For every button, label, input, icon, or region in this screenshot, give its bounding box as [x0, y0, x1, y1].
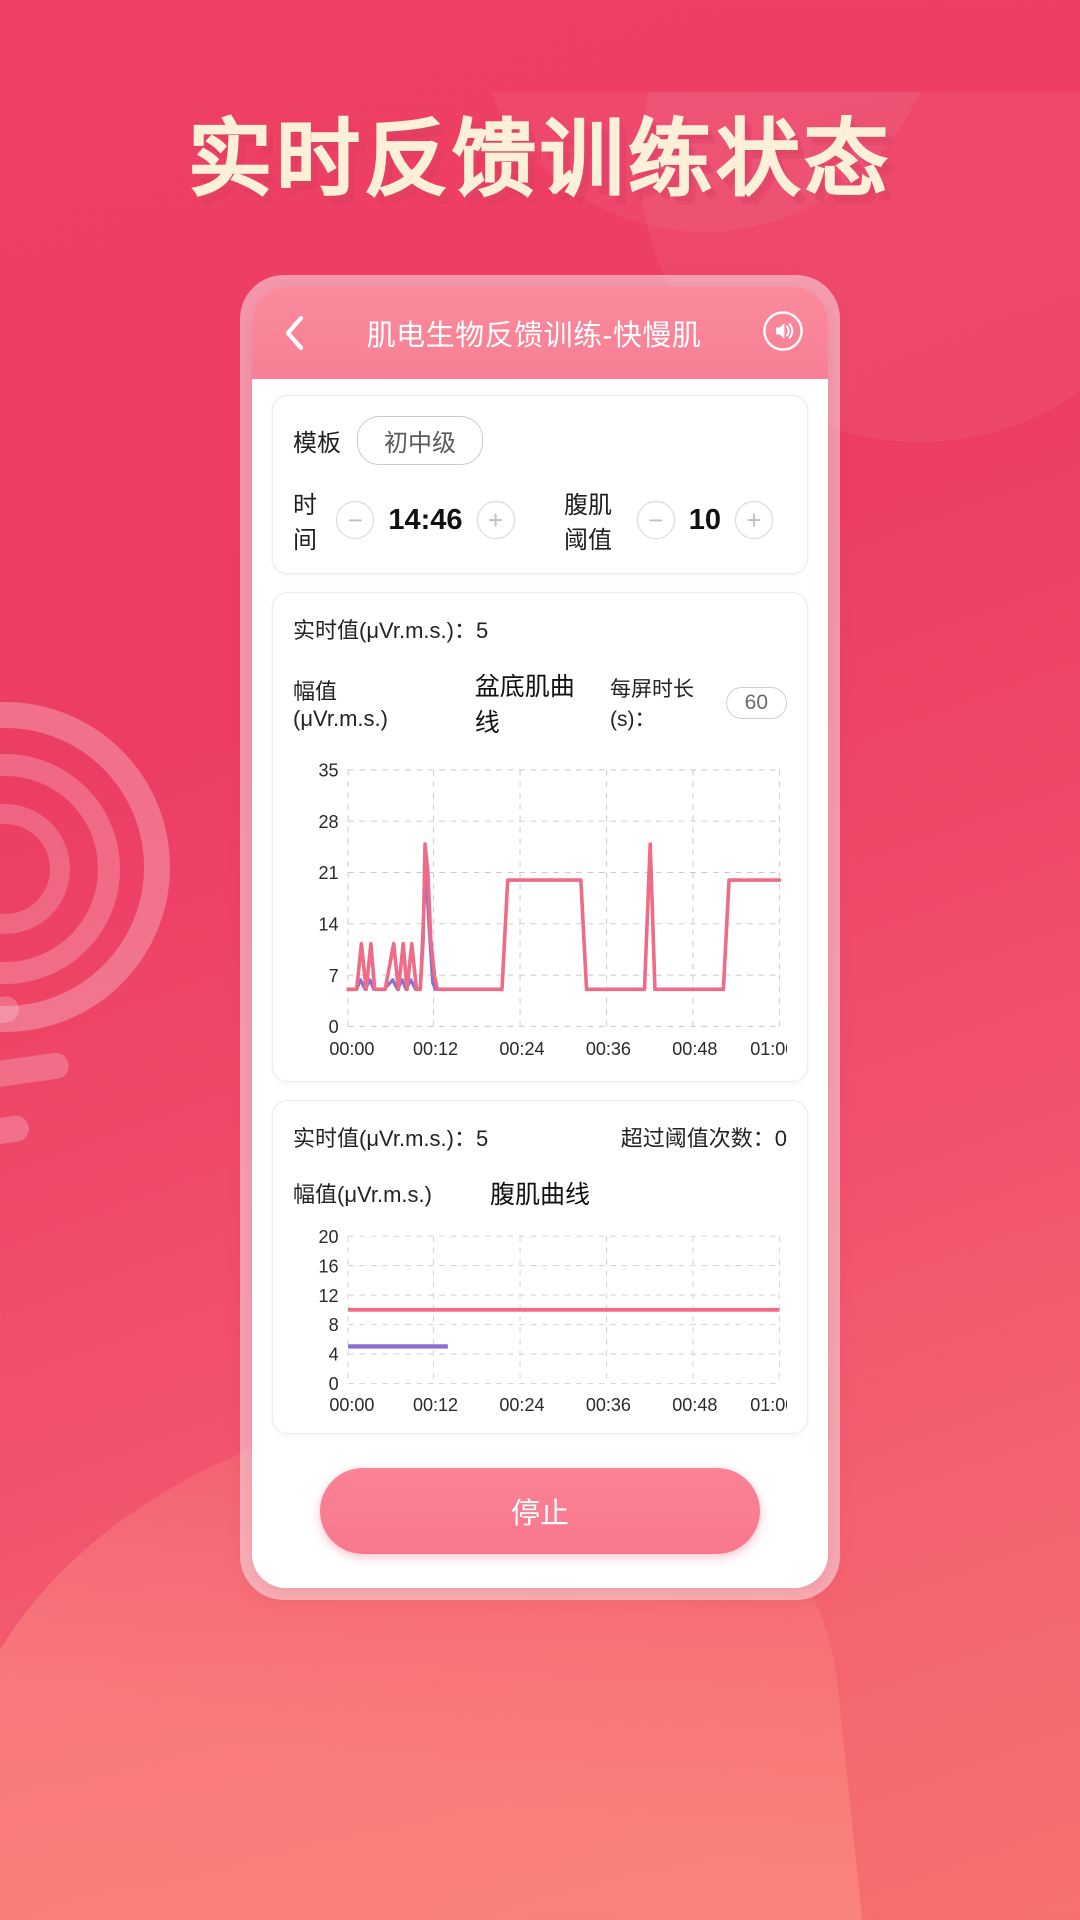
pelvic-floor-chart-card: 实时值(μVr.m.s.)：5 幅值(μVr.m.s.) 盆底肌曲线 每屏时长(… — [272, 592, 808, 1082]
speaker-on-icon — [762, 310, 804, 357]
settings-card: 模板 初中级 时间 − 14:46 + 腹肌阈值 − 10 + — [272, 395, 808, 574]
page-headline: 实时反馈训练状态 — [187, 110, 892, 209]
svg-text:28: 28 — [319, 812, 339, 832]
svg-text:16: 16 — [319, 1256, 339, 1276]
abdominal-grid-horizontal — [348, 1235, 780, 1384]
svg-text:7: 7 — [329, 966, 339, 986]
phone-frame: 肌电生物反馈训练-快慢肌 模板 初中级 — [240, 275, 840, 1601]
pelvic-floor-svg: 35 28 21 14 7 0 00:00 00:12 00:24 0 — [319, 761, 787, 1059]
abdominal-x-tick-labels: 00:00 00:12 00:24 00:36 00:48 01:00 — [329, 1395, 787, 1415]
abdominal-realtime-text: 实时值(μVr.m.s.)：5 — [293, 1121, 488, 1153]
threshold-decrement-button[interactable]: − — [636, 501, 675, 539]
abdominal-chart-titlebar: 幅值(μVr.m.s.) 腹肌曲线 — [293, 1175, 787, 1211]
template-label: 模板 — [293, 430, 341, 457]
over-threshold-value: 0 — [774, 1125, 787, 1151]
pelvic-floor-plot: 35 28 21 14 7 0 00:00 00:12 00:24 0 — [293, 749, 787, 1063]
svg-text:8: 8 — [329, 1315, 339, 1335]
svg-text:00:00: 00:00 — [329, 1395, 374, 1415]
svg-text:0: 0 — [329, 1374, 339, 1394]
svg-text:00:24: 00:24 — [499, 1039, 544, 1059]
pelvic-curve-title: 盆底肌曲线 — [474, 673, 575, 737]
stripe-band-3 — [0, 1114, 31, 1176]
svg-text:00:36: 00:36 — [586, 1395, 631, 1415]
abdominal-threshold-label: 腹肌阈值 — [564, 492, 613, 554]
svg-text:12: 12 — [319, 1285, 339, 1305]
sound-toggle-button[interactable] — [758, 308, 808, 358]
svg-text:35: 35 — [319, 761, 339, 781]
abdominal-plot: 20 16 12 8 4 0 00:00 00:12 00:24 00:36 — [293, 1221, 787, 1416]
abdominal-curve-title: 腹肌曲线 — [489, 1180, 590, 1209]
pelvic-y-axis-label: 幅值(μVr.m.s.) — [293, 679, 388, 731]
svg-text:01:00: 01:00 — [750, 1039, 787, 1059]
background-decoration — [0, 92, 1080, 1920]
abdominal-chart-card: 实时值(μVr.m.s.)：5 超过阈值次数：0 幅值(μVr.m.s.) 腹肌… — [272, 1099, 808, 1435]
svg-text:00:36: 00:36 — [586, 1039, 631, 1059]
svg-text:0: 0 — [329, 1017, 339, 1037]
ripple-rings-decoration — [0, 692, 250, 1232]
svg-text:01:00: 01:00 — [750, 1395, 787, 1415]
time-stepper: − 14:46 + — [322, 501, 528, 539]
pelvic-realtime-text: 实时值(μVr.m.s.)：5 — [293, 613, 488, 645]
svg-text:14: 14 — [319, 914, 339, 934]
over-threshold-text: 超过阈值次数：0 — [621, 1121, 787, 1153]
svg-text:00:00: 00:00 — [329, 1039, 374, 1059]
time-decrement-button[interactable]: − — [336, 501, 375, 539]
abdominal-realtime-row: 实时值(μVr.m.s.)：5 超过阈值次数：0 — [293, 1121, 787, 1153]
time-label: 时间 — [293, 492, 317, 554]
svg-text:00:48: 00:48 — [672, 1039, 717, 1059]
abdominal-y-axis-label: 幅值(μVr.m.s.) — [293, 1181, 432, 1207]
pelvic-measured-series — [346, 842, 782, 992]
svg-text:00:24: 00:24 — [499, 1395, 544, 1415]
time-value: 14:46 — [388, 503, 463, 536]
threshold-increment-button[interactable]: + — [735, 501, 773, 539]
template-value-pill[interactable]: 初中级 — [357, 416, 483, 465]
pelvic-grid-vertical — [347, 769, 780, 1027]
time-increment-button[interactable]: + — [476, 501, 515, 539]
screen-duration-control: 每屏时长(s)： 60 — [610, 673, 787, 733]
svg-text:00:12: 00:12 — [413, 1039, 458, 1059]
screen-duration-label: 每屏时长(s)： — [609, 678, 694, 731]
abdominal-y-tick-labels: 20 16 12 8 4 0 — [319, 1226, 339, 1393]
stripe-band-2 — [0, 1051, 71, 1119]
abdominal-realtime-label: 实时值(μVr.m.s.)： — [293, 1125, 476, 1151]
time-and-threshold-row: 时间 − 14:46 + 腹肌阈值 − 10 + — [293, 485, 787, 555]
phone-screen: 肌电生物反馈训练-快慢肌 模板 初中级 — [252, 287, 828, 1589]
stop-button-container: 停止 — [272, 1452, 808, 1588]
chevron-left-icon — [283, 315, 305, 351]
page-title: 肌电生物反馈训练-快慢肌 — [366, 320, 702, 352]
stop-button[interactable]: 停止 — [320, 1468, 760, 1555]
svg-text:20: 20 — [319, 1226, 339, 1246]
svg-text:21: 21 — [319, 863, 339, 883]
svg-text:00:48: 00:48 — [672, 1395, 717, 1415]
pelvic-x-tick-labels: 00:00 00:12 00:24 00:36 00:48 01:00 — [329, 1039, 787, 1059]
threshold-stepper: − 10 + — [623, 501, 787, 539]
pelvic-y-tick-labels: 35 28 21 14 7 0 — [319, 761, 339, 1038]
abdominal-realtime-value: 5 — [475, 1125, 489, 1151]
abdominal-svg: 20 16 12 8 4 0 00:00 00:12 00:24 00:36 — [319, 1226, 787, 1415]
app-header-bar: 肌电生物反馈训练-快慢肌 — [252, 287, 828, 379]
svg-text:00:12: 00:12 — [413, 1395, 458, 1415]
over-threshold-label: 超过阈值次数： — [620, 1125, 775, 1151]
screen-duration-value-pill[interactable]: 60 — [725, 687, 787, 719]
svg-text:4: 4 — [329, 1344, 339, 1364]
back-button[interactable] — [272, 311, 316, 355]
pelvic-realtime-value: 5 — [475, 618, 489, 643]
template-row: 模板 初中级 — [293, 416, 787, 465]
pelvic-chart-titlebar: 幅值(μVr.m.s.) 盆底肌曲线 每屏时长(s)： 60 — [293, 667, 787, 739]
threshold-value: 10 — [688, 503, 721, 536]
pelvic-realtime-row: 实时值(μVr.m.s.)：5 — [293, 613, 787, 645]
pelvic-realtime-label: 实时值(μVr.m.s.)： — [293, 618, 476, 643]
screen-content: 模板 初中级 时间 − 14:46 + 腹肌阈值 − 10 + — [252, 379, 828, 1589]
